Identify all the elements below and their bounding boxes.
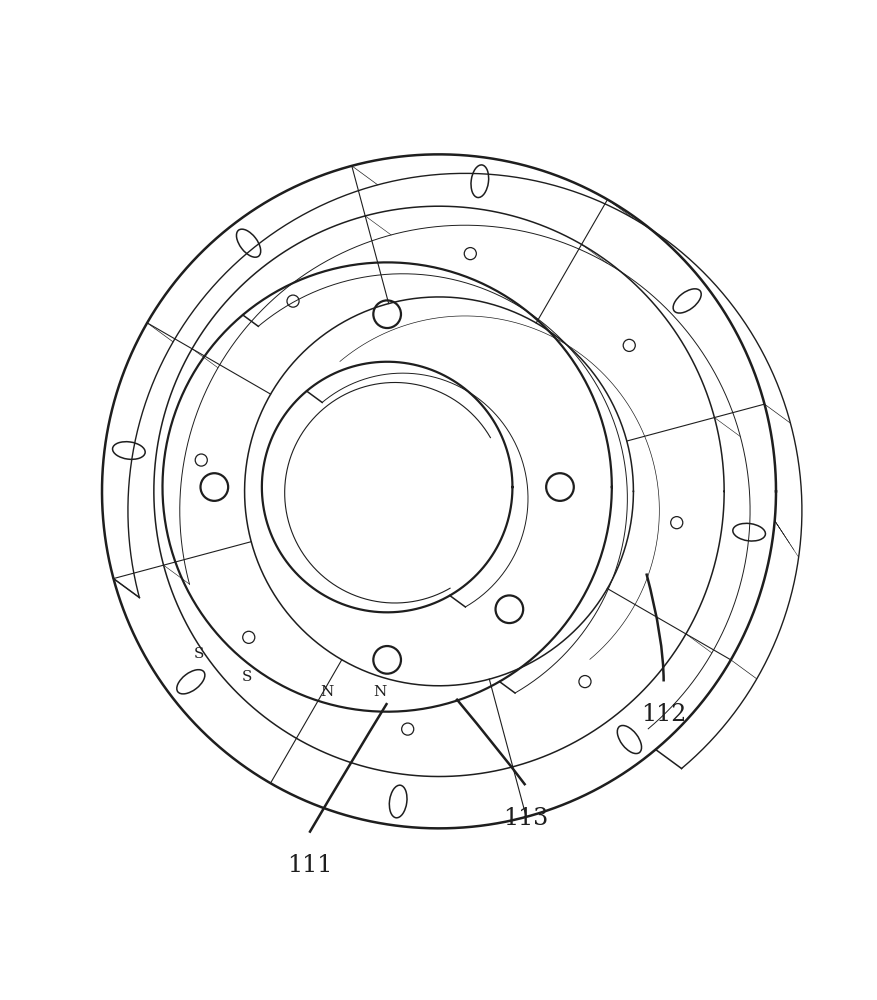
Text: S: S bbox=[193, 647, 203, 661]
Text: 113: 113 bbox=[503, 807, 547, 830]
Text: 111: 111 bbox=[287, 854, 332, 877]
Text: N: N bbox=[320, 685, 333, 699]
Text: S: S bbox=[242, 670, 252, 684]
Text: 112: 112 bbox=[640, 703, 686, 726]
Text: N: N bbox=[374, 685, 387, 699]
